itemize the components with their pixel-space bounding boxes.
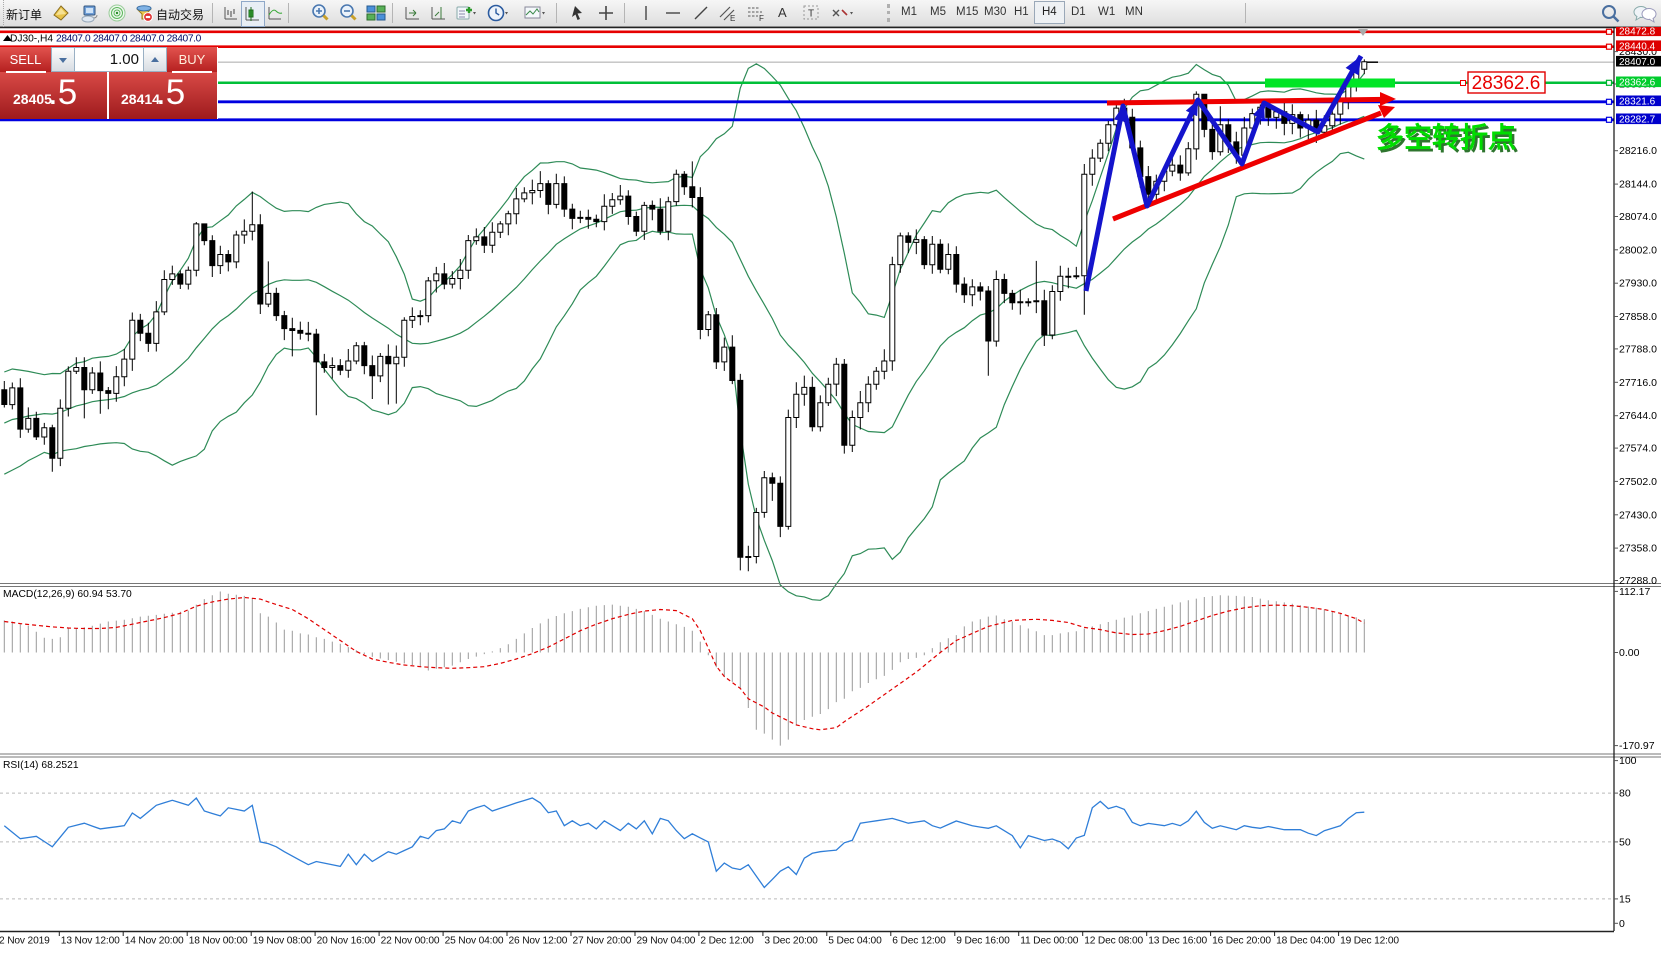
svg-text:20 Nov 16:00: 20 Nov 16:00 (317, 936, 376, 947)
svg-text:9 Dec 16:00: 9 Dec 16:00 (956, 936, 1010, 947)
svg-text:80: 80 (1619, 788, 1631, 800)
svg-text:28321.6: 28321.6 (1619, 96, 1656, 107)
svg-text:27502.0: 27502.0 (1619, 476, 1657, 488)
svg-text:29 Nov 04:00: 29 Nov 04:00 (637, 936, 696, 947)
svg-text:28472.8: 28472.8 (1619, 27, 1656, 37)
svg-text:多空转折点: 多空转折点 (1379, 124, 1519, 156)
svg-text:112.17: 112.17 (1619, 586, 1650, 598)
svg-text:27716.0: 27716.0 (1619, 377, 1657, 389)
svg-text:F: F (759, 14, 764, 23)
svg-text:16 Dec 20:00: 16 Dec 20:00 (1212, 936, 1271, 947)
svg-text:5 Dec 04:00: 5 Dec 04:00 (828, 936, 882, 947)
svg-text:27858.0: 27858.0 (1619, 311, 1657, 323)
svg-text:50: 50 (1619, 836, 1631, 848)
svg-text:27574.0: 27574.0 (1619, 443, 1657, 455)
svg-text:28407.0: 28407.0 (1619, 57, 1656, 68)
svg-text:13 Nov 12:00: 13 Nov 12:00 (61, 936, 120, 947)
svg-text:26 Nov 12:00: 26 Nov 12:00 (509, 936, 568, 947)
svg-text:28362.6: 28362.6 (1472, 73, 1541, 94)
svg-text:13 Dec 16:00: 13 Dec 16:00 (1148, 936, 1207, 947)
svg-text:12 Nov 2019: 12 Nov 2019 (0, 936, 50, 947)
svg-text:27288.0: 27288.0 (1619, 575, 1657, 587)
svg-text:27430.0: 27430.0 (1619, 509, 1657, 521)
svg-text:0: 0 (1619, 918, 1625, 930)
svg-text:28074.0: 28074.0 (1619, 211, 1657, 223)
svg-text:27930.0: 27930.0 (1619, 278, 1657, 290)
svg-text:19 Nov 08:00: 19 Nov 08:00 (253, 936, 312, 947)
svg-text:27644.0: 27644.0 (1619, 410, 1657, 422)
svg-text:100: 100 (1619, 755, 1637, 767)
svg-text:2 Dec 12:00: 2 Dec 12:00 (700, 936, 754, 947)
svg-text:28362.6: 28362.6 (1619, 77, 1656, 88)
svg-text:18 Dec 04:00: 18 Dec 04:00 (1276, 936, 1335, 947)
svg-text:-170.97: -170.97 (1619, 740, 1655, 752)
svg-text:18 Nov 00:00: 18 Nov 00:00 (189, 936, 248, 947)
svg-text:28002.0: 28002.0 (1619, 244, 1657, 256)
svg-text:多空转折点: 多空转折点 (1376, 121, 1516, 153)
svg-text:27788.0: 27788.0 (1619, 343, 1657, 355)
svg-text:6 Dec 12:00: 6 Dec 12:00 (892, 936, 946, 947)
svg-text:11 Dec 00:00: 11 Dec 00:00 (1020, 936, 1079, 947)
svg-text:T: T (808, 9, 814, 20)
svg-text:28440.4: 28440.4 (1619, 41, 1656, 52)
svg-text:14 Nov 20:00: 14 Nov 20:00 (125, 936, 184, 947)
svg-text:27 Nov 20:00: 27 Nov 20:00 (573, 936, 632, 947)
svg-text:22 Nov 00:00: 22 Nov 00:00 (381, 936, 440, 947)
svg-text:RSI(14) 68.2521: RSI(14) 68.2521 (3, 760, 79, 771)
svg-text:3 Dec 20:00: 3 Dec 20:00 (764, 936, 818, 947)
svg-text:0.00: 0.00 (1619, 647, 1640, 659)
svg-text:DJ30-,H4: DJ30-,H4 (10, 34, 53, 45)
svg-text:28282.7: 28282.7 (1619, 114, 1656, 125)
svg-text:15: 15 (1619, 893, 1631, 905)
svg-text:19 Dec 12:00: 19 Dec 12:00 (1340, 936, 1399, 947)
svg-text:28216.0: 28216.0 (1619, 145, 1657, 157)
svg-text:25 Nov 04:00: 25 Nov 04:00 (445, 936, 504, 947)
svg-text:MACD(12,26,9) 60.94 53.70: MACD(12,26,9) 60.94 53.70 (3, 589, 132, 600)
svg-text:12 Dec 08:00: 12 Dec 08:00 (1084, 936, 1143, 947)
svg-text:28407.0 28407.0 28407.0 28407.: 28407.0 28407.0 28407.0 28407.0 (56, 34, 202, 45)
svg-text:27358.0: 27358.0 (1619, 543, 1657, 555)
svg-text:28144.0: 28144.0 (1619, 179, 1657, 191)
svg-text:E: E (730, 14, 735, 23)
